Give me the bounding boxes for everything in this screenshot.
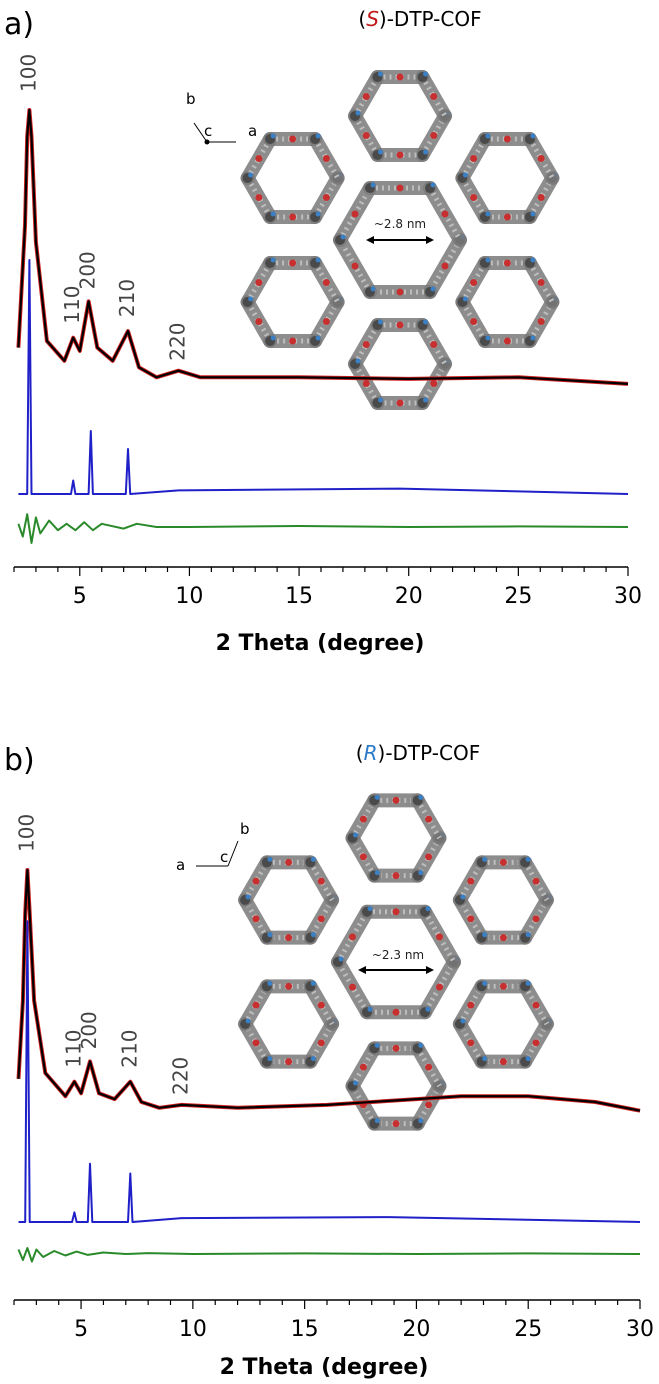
x-tick-label: 20 [395, 584, 423, 609]
series-difference [17, 1247, 641, 1263]
peak-label: 210 [117, 1030, 141, 1068]
x-tick-label: 30 [626, 1317, 654, 1342]
x-tick-label: 15 [291, 1317, 319, 1342]
axis-letter: c [220, 848, 228, 866]
panel-a: a) (S)-DTP-COF ~2.8 nm b c a 100 110 200 21… [4, 7, 642, 656]
panel-label: b) [4, 743, 35, 778]
peak-label: 200 [77, 1011, 101, 1049]
cof-structure-image: ~2.8 nm b c a [186, 70, 560, 410]
series-difference [17, 513, 629, 544]
series-fit [17, 868, 641, 1112]
x-tick-label: 10 [179, 1317, 207, 1342]
axis-letter: c [204, 122, 212, 140]
x-tick-label: 5 [73, 584, 87, 609]
peak-label: 110 [61, 1030, 85, 1068]
axis-letter: a [248, 122, 257, 140]
peak-label: 220 [166, 323, 190, 361]
axis-glyph: b c a [186, 90, 257, 145]
axis-letter: a [176, 856, 185, 874]
pore-size-label: ~2.3 nm [372, 948, 424, 962]
axis-letter: b [240, 820, 250, 838]
x-tick-label: 5 [74, 1317, 88, 1342]
series-fit [17, 108, 629, 385]
x-tick-label: 15 [285, 584, 313, 609]
x-tick-label: 10 [175, 584, 203, 609]
x-tick-label: 30 [614, 584, 642, 609]
structure-title: (R)-DTP-COF [356, 741, 480, 765]
x-tick-label: 25 [514, 1317, 542, 1342]
peak-label: 110 [60, 286, 84, 324]
structure-title: (S)-DTP-COF [358, 7, 481, 31]
x-axis-label: 2 Theta (degree) [220, 1355, 429, 1380]
axis-letter: b [186, 90, 196, 108]
peak-label: 100 [14, 814, 38, 852]
peak-label: 100 [16, 54, 40, 92]
series-simulated [18, 920, 641, 1223]
x-axis-label: 2 Theta (degree) [216, 631, 425, 656]
panel-label: a) [4, 7, 34, 42]
panel-b: b) (R)-DTP-COF ~2.3 nm b a c 100 110 200 21… [0, 692, 659, 1384]
cof-structure-image: ~2.3 nm b a c [176, 793, 554, 1131]
axis-glyph: b a c [176, 820, 250, 874]
series-simulated [18, 259, 629, 495]
x-tick-label: 25 [504, 584, 532, 609]
peak-label: 220 [169, 1057, 193, 1095]
x-tick-label: 20 [402, 1317, 430, 1342]
pore-size-label: ~2.8 nm [374, 217, 426, 231]
peak-label: 200 [76, 251, 100, 289]
peak-label: 210 [115, 279, 139, 317]
